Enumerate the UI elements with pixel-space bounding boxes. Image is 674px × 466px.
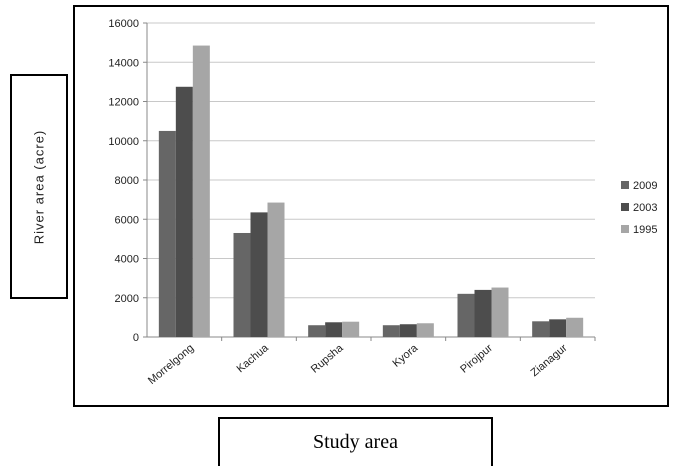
- bar-2003-morrelgong: [175, 86, 193, 337]
- y-tick-label: 8000: [115, 175, 139, 187]
- y-tick-label: 12000: [108, 97, 139, 109]
- y-tick-label: 2000: [115, 293, 139, 305]
- x-tick-label: Kyora: [391, 342, 421, 370]
- bar-2009-zianagur: [532, 321, 550, 337]
- x-tick-label: Morrelgong: [146, 342, 196, 387]
- bar-1995-morrelgong: [192, 45, 210, 337]
- x-tick-label: Rupsha: [309, 342, 346, 376]
- x-tick-label: Kachua: [235, 342, 272, 376]
- y-tick-label: 16000: [108, 18, 139, 30]
- legend-label-1995: 1995: [633, 224, 657, 236]
- bar-1995-zianagur: [566, 317, 584, 337]
- x-tick-label: Pirojpur: [458, 342, 495, 376]
- bar-1995-pirojpur: [491, 287, 509, 337]
- bar-2003-zianagur: [549, 319, 567, 337]
- bar-2009-pirojpur: [457, 293, 475, 337]
- x-tick-label: Zianagur: [529, 342, 570, 379]
- legend-swatch-1995: [621, 225, 629, 233]
- y-axis-label-box: River area (acre): [10, 74, 68, 299]
- bar-1995-kyora: [416, 323, 434, 337]
- bar-2009-rupsha: [308, 325, 326, 337]
- bar-2003-kachua: [250, 212, 268, 337]
- chart-frame: 0 2000 4000 6000 8000 10000 12000 14000 16000 Mor…: [73, 5, 669, 407]
- y-tick-label: 4000: [115, 254, 139, 266]
- legend-label-2003: 2003: [633, 202, 657, 214]
- y-tick-label: 0: [133, 332, 139, 344]
- bar-2003-pirojpur: [474, 289, 492, 337]
- legend-swatch-2003: [621, 203, 629, 211]
- x-axis-label-box: Study area: [218, 417, 493, 466]
- y-tick-label: 6000: [115, 214, 139, 226]
- x-axis-label: Study area: [313, 431, 398, 453]
- y-axis-label: River area (acre): [31, 129, 47, 244]
- bar-2003-rupsha: [325, 322, 343, 337]
- legend-swatch-2009: [621, 181, 629, 189]
- bar-1995-rupsha: [342, 321, 360, 337]
- bar-2009-kachua: [233, 232, 251, 337]
- bar-chart: 0 2000 4000 6000 8000 10000 12000 14000 16000 Mor…: [108, 18, 657, 387]
- bar-1995-kachua: [267, 202, 285, 337]
- bar-2009-kyora: [382, 325, 400, 337]
- y-tick-label: 14000: [108, 57, 139, 69]
- bar-2003-kyora: [399, 324, 417, 337]
- bar-2009-morrelgong: [158, 130, 176, 337]
- legend-label-2009: 2009: [633, 180, 657, 192]
- y-tick-label: 10000: [108, 136, 139, 148]
